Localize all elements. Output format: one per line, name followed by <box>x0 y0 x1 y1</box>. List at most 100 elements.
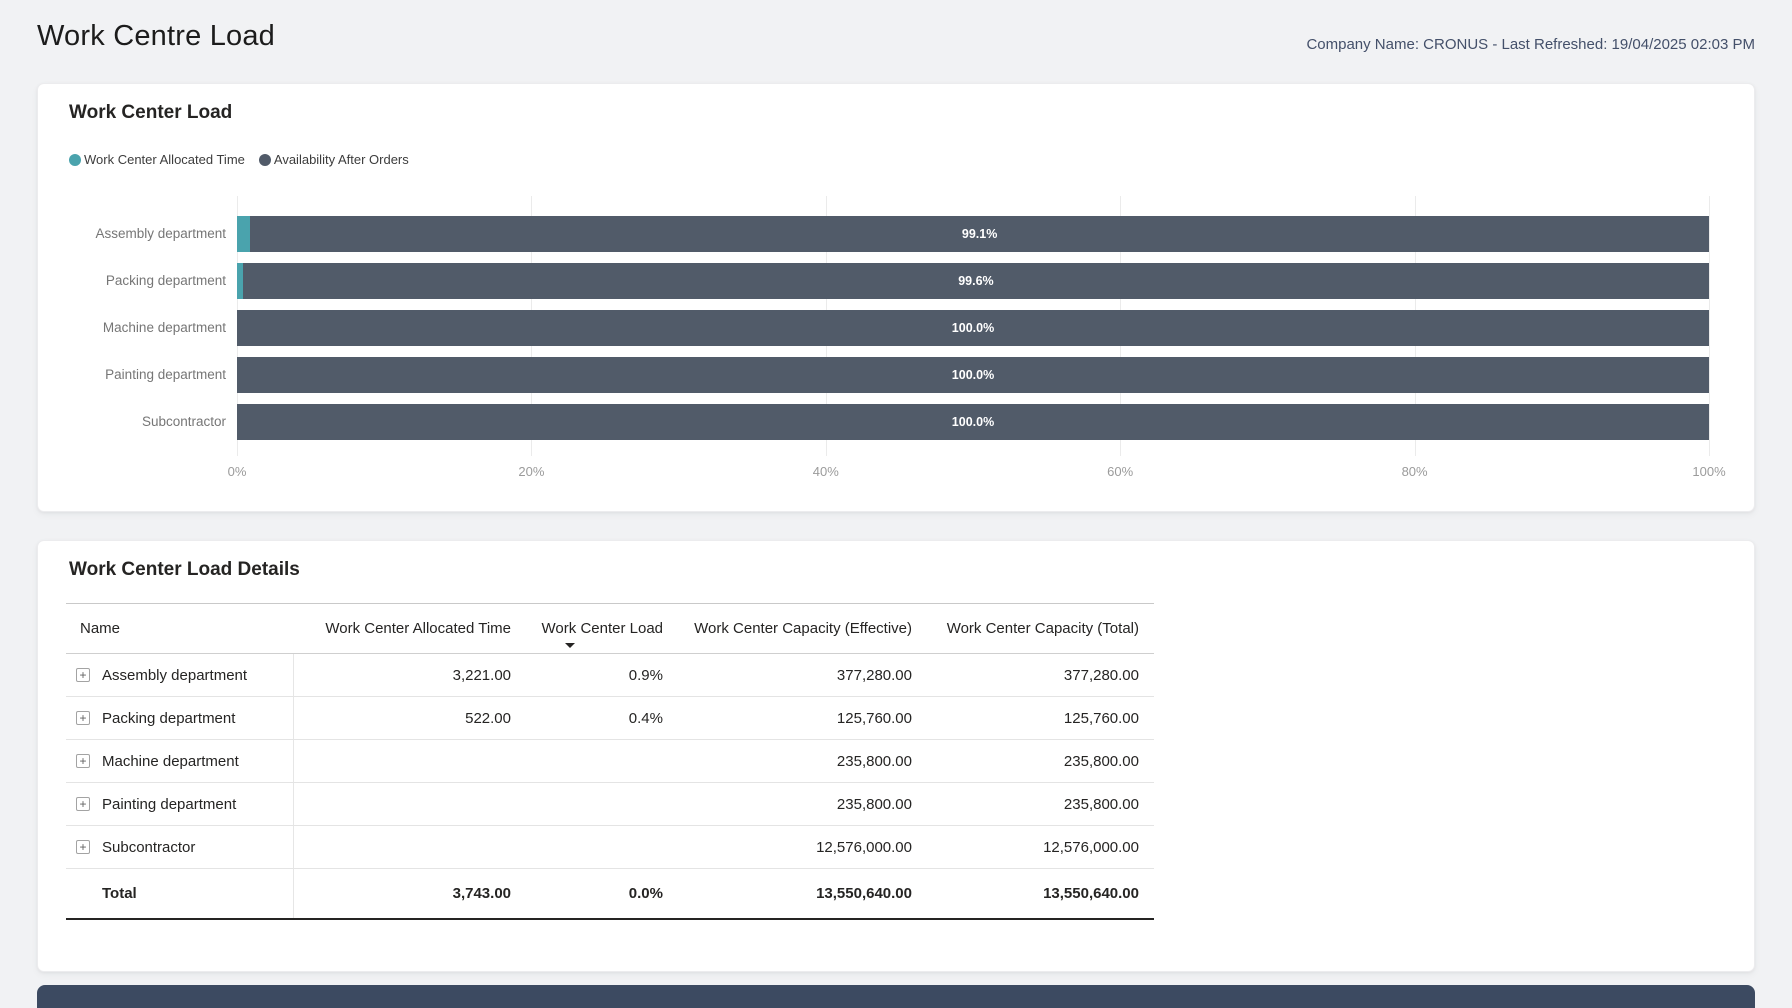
cell-capacity-total: 12,576,000.00 <box>912 825 1154 869</box>
x-axis-tick: 60% <box>1107 464 1134 479</box>
total-load: 0.0% <box>511 868 663 920</box>
bar-segment-availability[interactable]: 99.6% <box>242 263 1709 299</box>
bar-segment-availability[interactable]: 100.0% <box>237 310 1709 346</box>
name-cell: Packing department <box>66 696 294 740</box>
company-refresh-info: Company Name: CRONUS - Last Refreshed: 1… <box>1306 36 1755 53</box>
bar-row: 100.0% <box>237 404 1709 440</box>
x-axis-tick: 40% <box>812 464 839 479</box>
work-center-load-chart-card: Work Center Load Work Center Allocated T… <box>37 83 1755 512</box>
bar-segment-availability[interactable]: 100.0% <box>237 357 1709 393</box>
bar-segment-availability[interactable]: 100.0% <box>237 404 1709 440</box>
bar-data-label: 100.0% <box>951 368 995 382</box>
cell-capacity-effective: 235,800.00 <box>663 739 912 783</box>
column-header-load[interactable]: Work Center Load <box>511 603 663 654</box>
category-label: Subcontractor <box>141 414 226 429</box>
legend-item-label: Availability After Orders <box>273 152 409 167</box>
cell-load <box>511 825 663 869</box>
details-card-title: Work Center Load Details <box>69 559 300 580</box>
x-axis-tick: 20% <box>518 464 545 479</box>
bar-segment-availability[interactable]: 99.1% <box>250 216 1709 252</box>
legend-item-allocated-time[interactable]: Work Center Allocated Time <box>69 152 245 167</box>
plot-area: 99.1% 99.6% 100.0% 100.0% <box>228 196 1726 479</box>
column-header-allocated-time[interactable]: Work Center Allocated Time <box>293 603 511 654</box>
cell-allocated-time <box>293 825 511 869</box>
cell-allocated-time: 522.00 <box>293 696 511 740</box>
bar-data-label: 99.6% <box>958 274 994 288</box>
cell-allocated-time <box>293 739 511 783</box>
cell-capacity-total: 125,760.00 <box>912 696 1154 740</box>
cell-capacity-effective: 377,280.00 <box>663 653 912 697</box>
bar-row: 100.0% <box>237 310 1709 346</box>
category-label: Packing department <box>105 273 226 288</box>
expand-icon[interactable] <box>76 711 90 726</box>
bar-data-label: 100.0% <box>951 415 995 429</box>
name-cell: Painting department <box>66 782 294 826</box>
legend-dot-icon <box>69 153 81 166</box>
cell-allocated-time: 3,221.00 <box>293 653 511 697</box>
gridline <box>1709 196 1710 456</box>
category-label: Painting department <box>105 367 226 382</box>
row-name-label: Painting department <box>102 795 237 813</box>
expand-icon[interactable] <box>76 797 90 812</box>
name-cell: Assembly department <box>66 653 294 697</box>
bar-segment-allocated-time[interactable] <box>237 263 243 299</box>
work-center-load-details-table: Name Work Center Allocated Time Work Cen… <box>66 603 1154 920</box>
name-cell: Subcontractor <box>66 825 294 869</box>
x-axis-tick: 80% <box>1401 464 1428 479</box>
total-capacity-total: 13,550,640.00 <box>912 868 1154 920</box>
row-name-label: Assembly department <box>102 666 248 684</box>
table-row[interactable]: Packing department 522.00 0.4% 125,760.0… <box>66 696 1154 740</box>
row-name-label: Packing department <box>102 709 236 727</box>
category-label: Assembly department <box>95 226 226 241</box>
cell-load <box>511 782 663 826</box>
bar-data-label: 100.0% <box>951 321 995 335</box>
cell-load: 0.9% <box>511 653 663 697</box>
expand-icon[interactable] <box>76 754 90 769</box>
column-header-load-label: Work Center Load <box>541 620 663 637</box>
cell-capacity-effective: 125,760.00 <box>663 696 912 740</box>
x-axis-tick: 100% <box>1692 464 1726 479</box>
legend-dot-icon <box>258 153 271 166</box>
cell-capacity-total: 377,280.00 <box>912 653 1154 697</box>
sort-descending-icon <box>565 643 575 648</box>
cell-load: 0.4% <box>511 696 663 740</box>
table-row[interactable]: Subcontractor 12,576,000.00 12,576,000.0… <box>66 825 1154 869</box>
bar-segment-allocated-time[interactable] <box>237 216 251 252</box>
row-name-label: Machine department <box>102 752 239 770</box>
bar-row: 99.1% <box>237 216 1709 252</box>
legend-item-availability-after-orders[interactable]: Availability After Orders <box>258 152 409 167</box>
cell-allocated-time <box>293 782 511 826</box>
cell-capacity-total: 235,800.00 <box>912 782 1154 826</box>
name-cell: Machine department <box>66 739 294 783</box>
chart-legend: Work Center Allocated Time Availability … <box>69 152 409 167</box>
column-header-capacity-effective[interactable]: Work Center Capacity (Effective) <box>663 603 912 654</box>
bar-row: 99.6% <box>237 263 1709 299</box>
x-axis-tick: 0% <box>227 464 247 479</box>
table-row[interactable]: Painting department 235,800.00 235,800.0… <box>66 782 1154 826</box>
table-header-row: Name Work Center Allocated Time Work Cen… <box>66 603 1154 654</box>
category-label: Machine department <box>102 320 226 335</box>
chart-card-title: Work Center Load <box>69 102 233 123</box>
column-header-capacity-total[interactable]: Work Center Capacity (Total) <box>912 603 1154 654</box>
column-header-name[interactable]: Name <box>66 603 293 654</box>
table-row[interactable]: Machine department 235,800.00 235,800.00 <box>66 739 1154 783</box>
expand-icon[interactable] <box>76 840 90 855</box>
bar-row: 100.0% <box>237 357 1709 393</box>
legend-item-label: Work Center Allocated Time <box>84 152 245 167</box>
cell-load <box>511 739 663 783</box>
bottom-card-edge <box>37 985 1755 1008</box>
cell-capacity-total: 235,800.00 <box>912 739 1154 783</box>
work-center-load-details-card: Work Center Load Details Name Work Cente… <box>37 540 1755 972</box>
page-title: Work Centre Load <box>37 20 276 52</box>
total-capacity-effective: 13,550,640.00 <box>663 868 912 920</box>
total-label: Total <box>66 868 294 920</box>
cell-capacity-effective: 235,800.00 <box>663 782 912 826</box>
table-row[interactable]: Assembly department 3,221.00 0.9% 377,28… <box>66 653 1154 697</box>
row-name-label: Subcontractor <box>102 838 196 856</box>
total-row[interactable]: Total 3,743.00 0.0% 13,550,640.00 13,550… <box>66 868 1154 920</box>
total-allocated-time: 3,743.00 <box>293 868 511 920</box>
expand-icon[interactable] <box>76 668 90 683</box>
bar-data-label: 99.1% <box>961 227 998 241</box>
cell-capacity-effective: 12,576,000.00 <box>663 825 912 869</box>
